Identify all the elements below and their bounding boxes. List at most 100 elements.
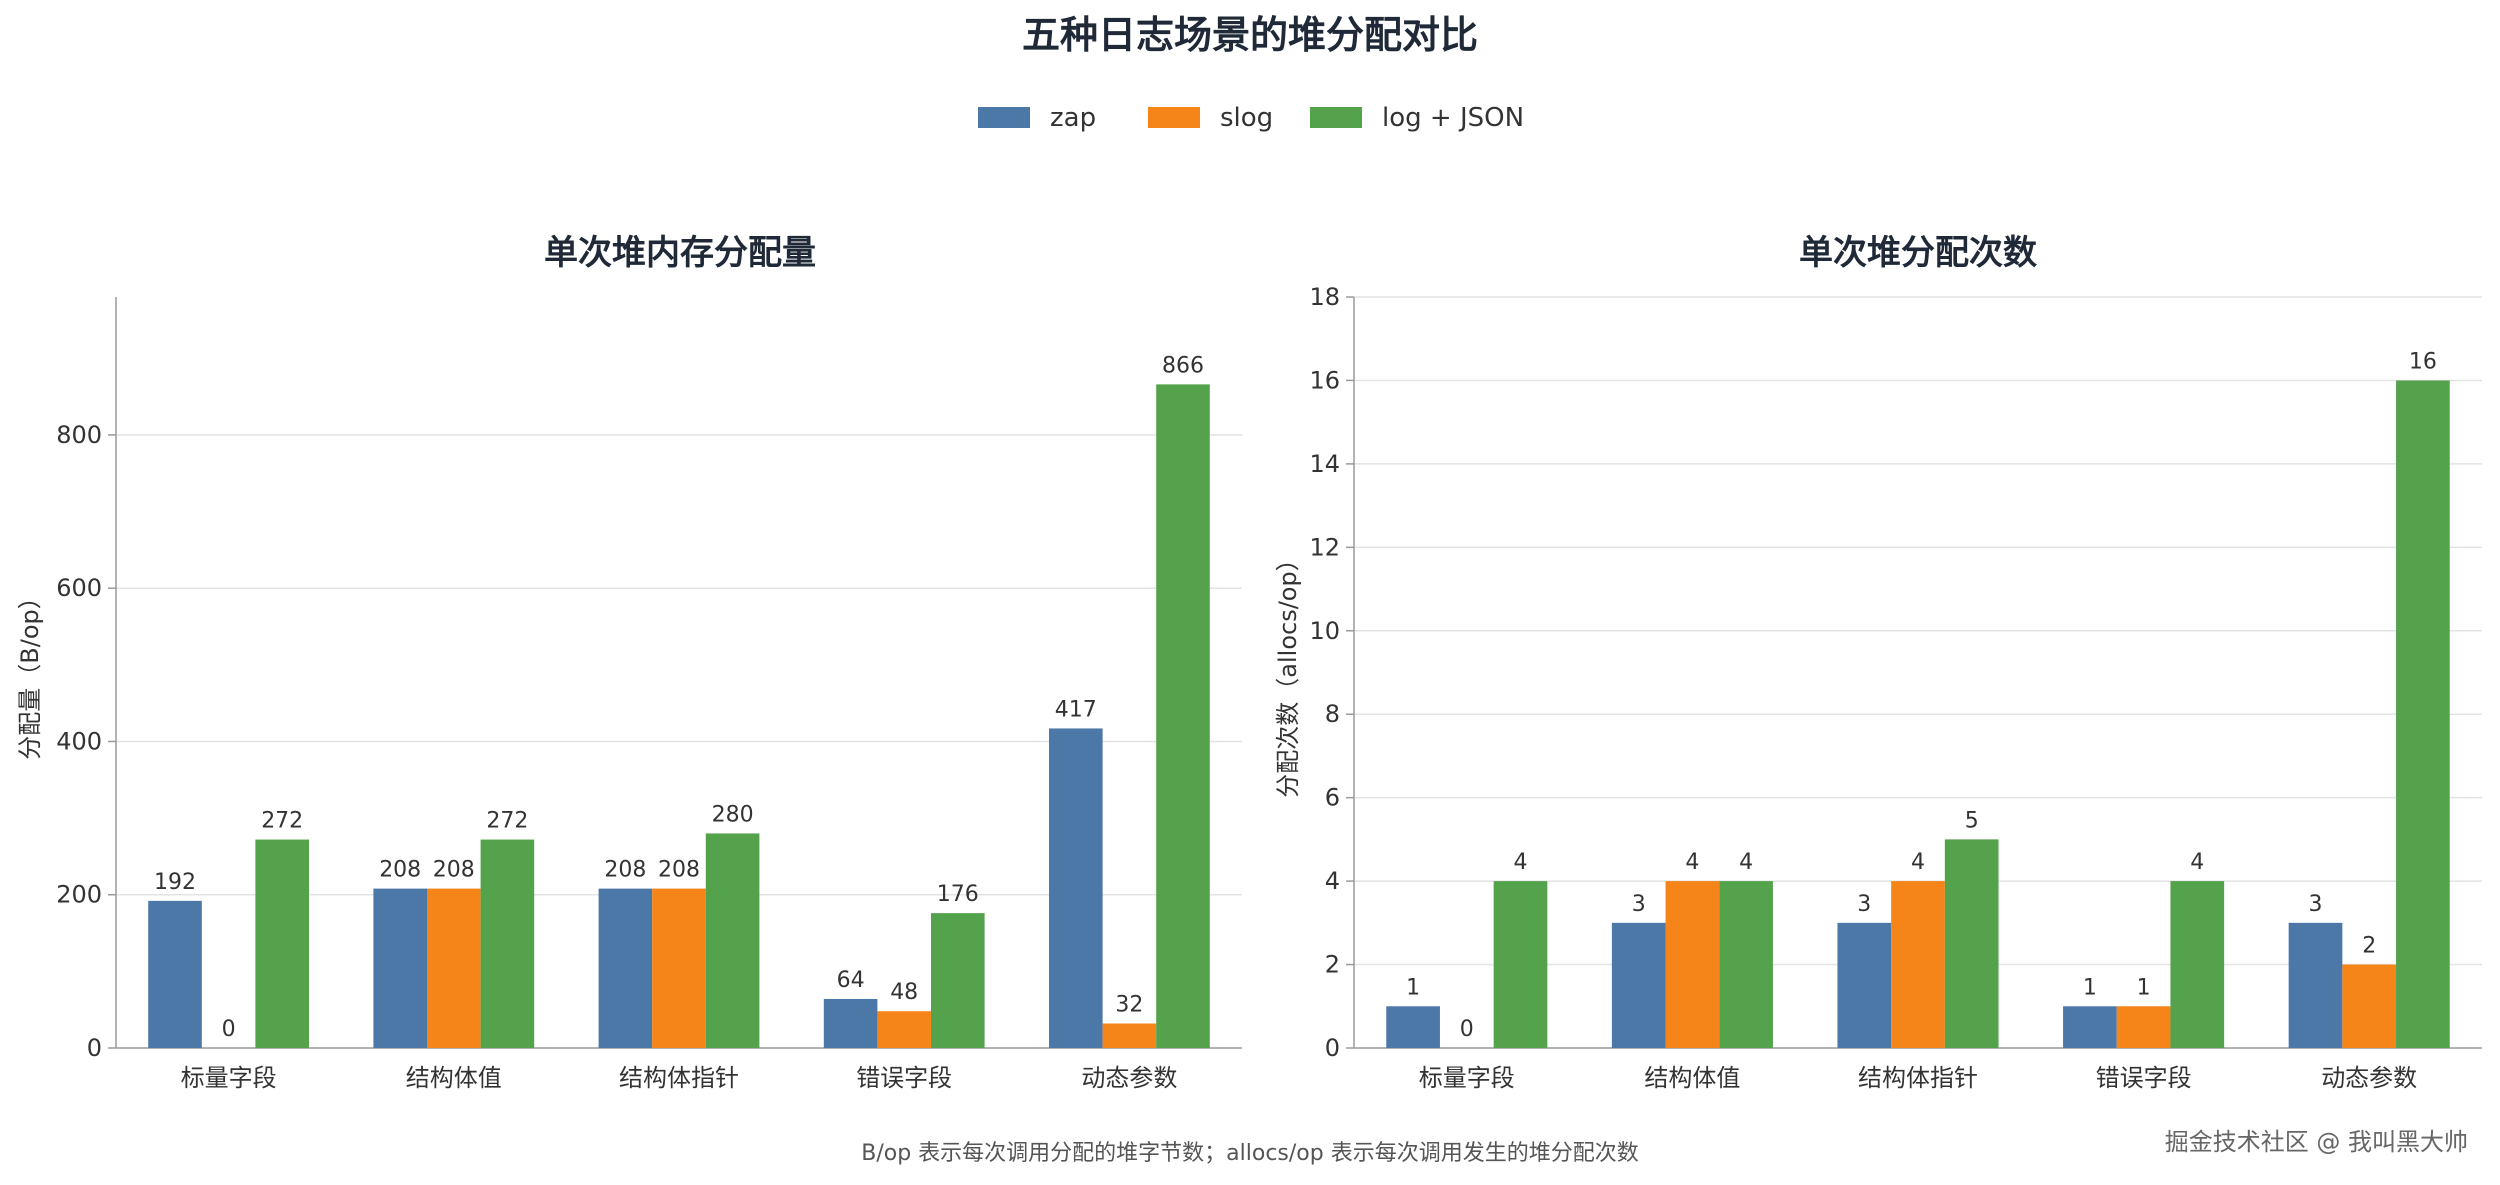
y-tick-label: 16 bbox=[1309, 366, 1340, 394]
bar-zap bbox=[373, 888, 428, 1048]
y-tick-label: 4 bbox=[1325, 867, 1340, 895]
legend: zap slog log + JSON bbox=[978, 103, 1524, 133]
bar-value-label: 176 bbox=[937, 882, 979, 907]
bar-slog bbox=[1665, 881, 1720, 1048]
bar-value-label: 4 bbox=[1685, 850, 1699, 875]
bar-value-label: 1 bbox=[2137, 975, 2151, 1000]
bar-value-label: 16 bbox=[2409, 349, 2437, 374]
x-tick-label: 错误字段 bbox=[856, 1064, 952, 1092]
x-tick-label: 结构体值 bbox=[1644, 1064, 1740, 1092]
bar-value-label: 32 bbox=[1115, 992, 1143, 1017]
y-axis-label: 分配次数（allocs/op） bbox=[1274, 547, 1302, 797]
y-tick-label: 10 bbox=[1309, 617, 1340, 645]
bar-zap bbox=[1049, 728, 1103, 1048]
bar-logjson bbox=[1719, 881, 1773, 1048]
bar-value-label: 280 bbox=[712, 802, 754, 827]
bar-logjson bbox=[705, 833, 760, 1048]
bar-logjson bbox=[255, 839, 309, 1048]
x-tick-label: 结构体指针 bbox=[1858, 1064, 1978, 1092]
bar-slog bbox=[652, 888, 706, 1048]
bar-value-label: 4 bbox=[1911, 850, 1925, 875]
subplot-title-0: 单次堆内存分配量 bbox=[544, 233, 816, 273]
bar-zap bbox=[1386, 1006, 1440, 1048]
bar-zap bbox=[823, 998, 878, 1048]
bar-value-label: 208 bbox=[379, 858, 421, 883]
bar-logjson bbox=[2396, 380, 2450, 1048]
bar-value-label: 0 bbox=[222, 1017, 236, 1042]
footnote: B/op 表示每次调用分配的堆字节数；allocs/op 表示每次调用发生的堆分… bbox=[861, 1141, 1638, 1166]
bar-value-label: 64 bbox=[837, 968, 865, 993]
bar-value-label: 866 bbox=[1162, 353, 1204, 378]
bar-value-label: 272 bbox=[486, 809, 528, 834]
bar-logjson bbox=[1944, 839, 1999, 1048]
bar-value-label: 4 bbox=[1739, 850, 1753, 875]
bar-value-label: 2 bbox=[2362, 934, 2376, 959]
bar-value-label: 48 bbox=[890, 980, 918, 1005]
y-tick-label: 400 bbox=[56, 727, 102, 755]
chart-heap-bytes: 单次堆内存分配量 0 200 400 600 800 分配量（B/op） 标量字段 192 0 27… bbox=[16, 233, 1242, 1092]
bar-value-label: 3 bbox=[2309, 892, 2323, 917]
bar-value-label: 4 bbox=[2190, 850, 2204, 875]
bar-value-label: 3 bbox=[1632, 892, 1646, 917]
bar-zap bbox=[148, 900, 202, 1048]
y-tick-label: 0 bbox=[1325, 1034, 1340, 1062]
y-tick-label: 600 bbox=[56, 574, 102, 602]
y-tick-label: 6 bbox=[1325, 784, 1340, 812]
bar-value-label: 1 bbox=[2083, 975, 2097, 1000]
bar-logjson bbox=[1156, 384, 1210, 1049]
bar-slog bbox=[1891, 881, 1945, 1048]
subplot-title-1: 单次堆分配次数 bbox=[1799, 233, 2037, 273]
bar-zap bbox=[1611, 922, 1666, 1048]
x-tick-label: 动态参数 bbox=[2321, 1064, 2417, 1092]
chart-heap-allocs: 单次堆分配次数024681012141618分配次数（allocs/op）标量字… bbox=[1274, 233, 2482, 1092]
x-tick-label: 标量字段 bbox=[1419, 1064, 1515, 1092]
bar-value-label: 3 bbox=[1857, 892, 1871, 917]
y-axis-label: 分配量（B/op） bbox=[16, 585, 44, 759]
y-tick-label: 0 bbox=[87, 1034, 102, 1062]
bar-value-label: 208 bbox=[433, 858, 475, 883]
legend-swatch-0 bbox=[978, 107, 1030, 128]
watermark: 掘金技术社区 @ 我叫黑大帅 bbox=[2165, 1128, 2468, 1156]
y-tick-label: 12 bbox=[1309, 533, 1340, 561]
y-tick-label: 800 bbox=[56, 421, 102, 449]
x-tick-label: 错误字段 bbox=[2096, 1064, 2192, 1092]
x-tick-label: 标量字段 bbox=[181, 1064, 277, 1092]
y-tick-label: 14 bbox=[1309, 450, 1340, 478]
y-tick-label: 18 bbox=[1309, 283, 1340, 311]
bar-zap bbox=[598, 888, 653, 1048]
bar-value-label: 0 bbox=[1460, 1017, 1474, 1042]
x-tick-label: 结构体指针 bbox=[619, 1064, 739, 1092]
legend-swatch-1 bbox=[1148, 107, 1200, 128]
bar-logjson bbox=[2170, 881, 2225, 1048]
legend-swatch-2 bbox=[1310, 107, 1362, 128]
legend-label-2: log + JSON bbox=[1382, 103, 1524, 133]
y-tick-label: 8 bbox=[1325, 700, 1340, 728]
bar-slog bbox=[877, 1011, 931, 1048]
bar-slog bbox=[2116, 1006, 2171, 1048]
bar-value-label: 208 bbox=[658, 858, 700, 883]
legend-label-0: zap bbox=[1050, 103, 1096, 133]
bar-value-label: 1 bbox=[1406, 975, 1420, 1000]
bar-logjson bbox=[930, 913, 985, 1048]
bar-slog bbox=[1102, 1023, 1157, 1048]
x-tick-label: 动态参数 bbox=[1081, 1064, 1177, 1092]
y-tick-label: 2 bbox=[1325, 951, 1340, 979]
bar-value-label: 5 bbox=[1965, 808, 1979, 833]
bar-value-label: 192 bbox=[154, 870, 196, 895]
x-tick-label: 结构体值 bbox=[406, 1064, 502, 1092]
bar-value-label: 4 bbox=[1513, 850, 1527, 875]
bar-value-label: 417 bbox=[1055, 697, 1097, 722]
legend-label-1: slog bbox=[1220, 103, 1273, 133]
bar-value-label: 208 bbox=[604, 858, 646, 883]
bar-zap bbox=[2063, 1006, 2117, 1048]
bar-logjson bbox=[480, 839, 535, 1048]
y-tick-label: 200 bbox=[56, 881, 102, 909]
bar-zap bbox=[1837, 922, 1892, 1048]
bar-zap bbox=[2288, 922, 2343, 1048]
bar-value-label: 272 bbox=[261, 809, 303, 834]
figure-title: 五种日志场景的堆分配对比 bbox=[1022, 13, 1478, 57]
bar-slog bbox=[427, 888, 481, 1048]
bar-logjson bbox=[1493, 881, 1548, 1048]
bar-slog bbox=[2342, 964, 2397, 1048]
